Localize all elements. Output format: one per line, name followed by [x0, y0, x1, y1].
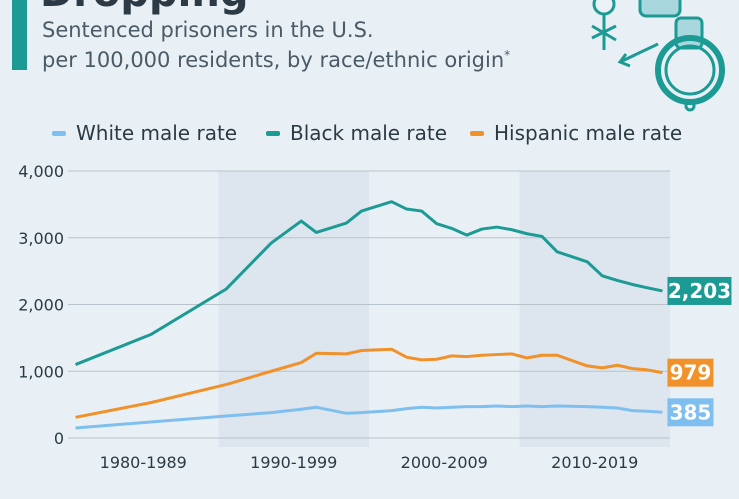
accent-bar [12, 0, 27, 70]
legend: White male rate Black male rate Hispanic m… [0, 121, 739, 149]
y-tick-label: 1,000 [18, 362, 64, 381]
legend-item: White male rate [52, 121, 237, 145]
end-value-box-0 [667, 398, 714, 427]
chart-title: Dropping [40, 0, 249, 16]
subtitle-line-2-text: per 100,000 residents, by race/ethnic or… [42, 48, 505, 72]
series-line-2 [75, 347, 663, 419]
decade-band-0 [218, 171, 369, 447]
y-tick-label: 0 [54, 429, 64, 448]
x-tick-label: 1980-1989 [100, 453, 187, 472]
x-tick-label: 1990-1999 [250, 453, 337, 472]
series-line-1 [74, 200, 663, 366]
legend-swatch [52, 130, 66, 136]
legend-swatch [470, 130, 484, 136]
end-value-box-1 [667, 276, 732, 305]
legend-label: Black male rate [290, 121, 448, 145]
legend-item: Black male rate [266, 121, 447, 145]
end-value-box-2 [667, 358, 714, 387]
y-tick-label: 3,000 [18, 229, 64, 248]
legend-swatch [266, 130, 280, 136]
end-value-label: 2,203 [668, 279, 731, 303]
legend-label: Hispanic male rate [494, 121, 683, 145]
end-value-label: 385 [670, 400, 712, 424]
decade-band-1 [519, 171, 670, 447]
x-tick-label: 2010-2019 [551, 453, 638, 472]
handcuffs-gender-symbols-icon [591, 0, 725, 112]
series-line-0 [75, 404, 663, 430]
x-tick-label: 2000-2009 [401, 453, 488, 472]
legend-item: Hispanic male rate [470, 121, 682, 145]
y-tick-label: 4,000 [18, 162, 64, 181]
subtitle-line-2: per 100,000 residents, by race/ethnic or… [42, 48, 510, 72]
legend-label: White male rate [76, 121, 238, 145]
subtitle-footnote-marker: * [504, 48, 511, 62]
subtitle-line-1: Sentenced prisoners in the U.S. [42, 18, 374, 42]
end-value-label: 979 [670, 361, 712, 385]
y-tick-label: 2,000 [18, 296, 64, 315]
